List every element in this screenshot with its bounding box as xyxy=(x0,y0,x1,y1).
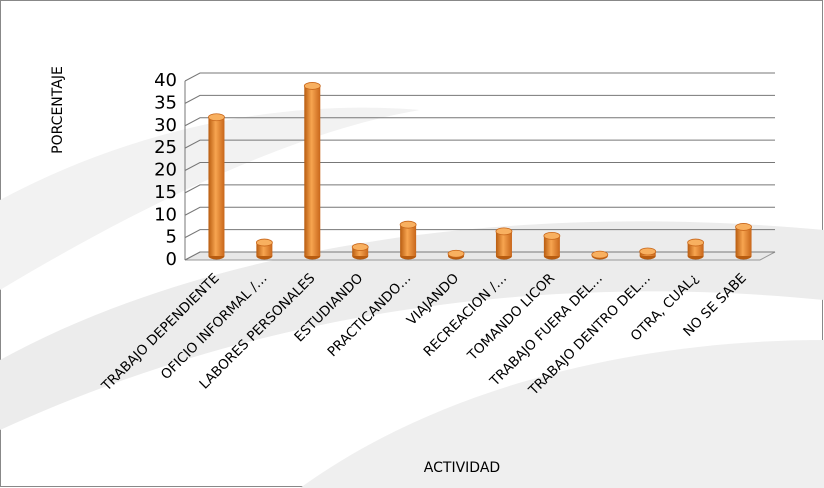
y-tick-label: 15 xyxy=(154,182,177,203)
bar xyxy=(208,113,225,260)
grid-line xyxy=(184,251,775,261)
bar-body xyxy=(352,247,369,256)
grid-line xyxy=(184,184,775,194)
bar-body xyxy=(400,224,417,256)
bar-top xyxy=(687,238,705,247)
bar-top xyxy=(255,238,273,247)
grid-line xyxy=(184,94,775,104)
y-tick-label: 10 xyxy=(154,204,177,225)
bar-top xyxy=(591,250,609,259)
bar xyxy=(303,82,321,260)
bar xyxy=(351,243,369,260)
grid-line xyxy=(184,206,775,216)
bar-top xyxy=(447,249,465,258)
y-tick-label: 35 xyxy=(154,92,177,113)
bar-top xyxy=(399,220,417,229)
grid-line xyxy=(184,162,775,171)
bar xyxy=(447,249,465,260)
bar xyxy=(255,238,273,260)
bar-body xyxy=(208,117,225,257)
y-tick-label: 5 xyxy=(166,227,177,248)
bar-top xyxy=(208,113,225,122)
decor xyxy=(0,221,824,430)
bar-body xyxy=(304,85,321,256)
bar-body xyxy=(735,226,752,256)
grid-line xyxy=(184,117,775,127)
y-tick-label: 20 xyxy=(154,160,177,181)
bar xyxy=(495,227,513,260)
bar-top xyxy=(639,247,657,256)
bar xyxy=(399,220,417,260)
bar xyxy=(735,223,752,260)
x-axis-title: ACTIVIDAD xyxy=(424,460,500,476)
back-wall xyxy=(184,251,776,261)
y-tick-label: 30 xyxy=(154,115,177,136)
y-axis-title: PORCENTAJE xyxy=(50,66,66,154)
bar-top xyxy=(735,223,752,231)
grid-line xyxy=(184,72,775,82)
grid-line xyxy=(184,229,775,239)
grid-line xyxy=(184,139,775,149)
bar-top xyxy=(303,82,321,90)
decor xyxy=(300,340,824,488)
y-tick-label: 0 xyxy=(166,249,177,270)
bar-body xyxy=(495,231,512,256)
y-tick-label: 40 xyxy=(154,70,177,91)
bar xyxy=(687,238,705,260)
bar xyxy=(543,231,561,260)
bar-top xyxy=(543,231,561,240)
bar-top xyxy=(495,227,513,236)
bar xyxy=(639,247,657,260)
bar xyxy=(591,250,609,260)
y-tick-label: 25 xyxy=(154,137,177,158)
bar-top xyxy=(351,243,369,251)
bar-body xyxy=(543,235,560,256)
